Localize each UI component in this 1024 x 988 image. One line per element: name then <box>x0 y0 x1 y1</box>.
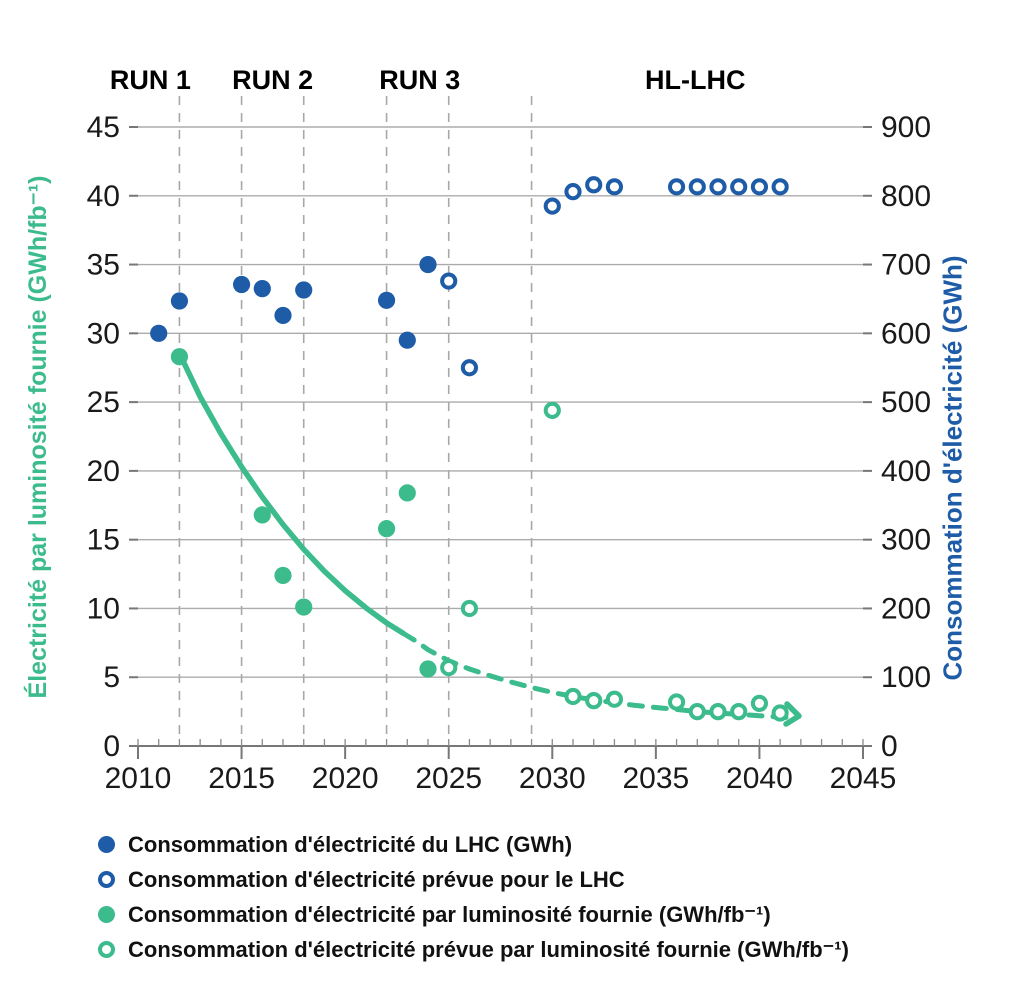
y-right-tick-label: 300 <box>881 524 931 557</box>
data-point-lhc-actual <box>398 331 416 349</box>
data-point-lhc-actual <box>295 281 313 299</box>
legend-label: Consommation d'électricité prévue par lu… <box>128 936 849 962</box>
data-point-ratio-actual <box>377 520 396 538</box>
data-point-ratio-predicted <box>585 692 603 710</box>
data-point-ratio-predicted <box>543 401 561 419</box>
data-point-lhc-predicted <box>688 178 706 196</box>
legend-filled-circle-icon <box>98 906 115 923</box>
data-point-ratio-predicted <box>440 658 458 677</box>
data-point-ratio-predicted <box>688 703 706 721</box>
legend-label: Consommation d'électricité prévue pour l… <box>128 866 625 892</box>
y-right-tick-label: 600 <box>881 317 931 350</box>
data-point-lhc-actual <box>419 255 437 274</box>
legend-item-ratio-predicted: Consommation d'électricité prévue par lu… <box>98 932 849 967</box>
legend-item-lhc-actual: Consommation d'électricité du LHC (GWh) <box>98 827 849 862</box>
y-right-tick-label: 500 <box>881 386 931 419</box>
series-ratio-actual <box>170 348 437 678</box>
period-label: RUN 2 <box>232 65 313 95</box>
right-axis-title: Consommation d'électricité (GWh) <box>937 255 968 681</box>
x-tick-label: 2020 <box>312 762 379 795</box>
chart-legend: Consommation d'électricité du LHC (GWh) C… <box>98 827 849 967</box>
y-left-tick-label: 5 <box>103 661 120 694</box>
y-right-tick-label: 0 <box>881 730 898 763</box>
period-label: RUN 3 <box>379 65 460 95</box>
data-point-lhc-predicted <box>750 178 769 196</box>
legend-label: Consommation d'électricité du LHC (GWh) <box>128 831 573 857</box>
y-right-tick-label: 700 <box>881 249 931 282</box>
data-point-ratio-actual <box>398 484 416 502</box>
data-point-lhc-actual <box>150 324 168 342</box>
x-tick-label: 2045 <box>830 762 897 795</box>
data-point-ratio-actual <box>170 348 189 366</box>
y-left-tick-label: 10 <box>87 592 120 625</box>
gridlines <box>129 126 872 747</box>
y-right-tick-label: 800 <box>881 180 931 213</box>
data-point-lhc-predicted <box>667 178 686 196</box>
data-point-lhc-actual <box>170 292 189 310</box>
data-point-lhc-predicted <box>771 178 789 196</box>
data-point-lhc-actual <box>274 306 292 325</box>
data-point-lhc-predicted <box>730 178 748 196</box>
x-tick-label: 2035 <box>622 762 689 795</box>
data-point-ratio-predicted <box>460 599 479 618</box>
data-point-ratio-predicted <box>730 703 748 721</box>
y-left-tick-label: 40 <box>87 180 120 213</box>
x-tick-label: 2015 <box>208 762 275 795</box>
data-point-ratio-predicted <box>564 687 582 706</box>
data-point-ratio-predicted <box>605 690 624 708</box>
legend-item-lhc-predicted: Consommation d'électricité prévue pour l… <box>98 862 849 897</box>
y-left-tick-label: 45 <box>87 111 120 144</box>
data-point-lhc-predicted <box>460 359 479 377</box>
legend-label: Consommation d'électricité par luminosit… <box>128 901 771 927</box>
x-axis <box>137 739 864 759</box>
series-ratio-predicted <box>440 401 789 722</box>
x-tick-label: 2040 <box>726 762 793 795</box>
data-point-lhc-predicted <box>605 178 624 196</box>
data-point-lhc-predicted <box>543 197 561 215</box>
x-tick-label: 2025 <box>415 762 482 795</box>
trend-arrow-icon <box>783 701 802 727</box>
y-left-tick-label: 30 <box>87 317 120 350</box>
legend-item-ratio-actual: Consommation d'électricité par luminosit… <box>98 897 849 932</box>
data-point-lhc-actual <box>253 280 271 298</box>
trend-curve-solid <box>176 351 406 636</box>
data-point-lhc-predicted <box>564 183 582 201</box>
legend-open-circle-icon <box>98 871 115 888</box>
period-label: RUN 1 <box>110 65 191 95</box>
legend-filled-circle-icon <box>98 836 115 853</box>
data-point-lhc-predicted <box>709 178 727 196</box>
data-point-ratio-actual <box>253 506 271 524</box>
data-point-ratio-predicted <box>750 694 769 712</box>
y-left-tick-label: 20 <box>87 455 120 488</box>
x-tick-label: 2030 <box>519 762 586 795</box>
data-point-ratio-actual <box>295 598 313 616</box>
series-lhc-predicted <box>440 176 789 377</box>
y-left-tick-label: 25 <box>87 386 120 419</box>
y-right-tick-label: 100 <box>881 661 931 694</box>
y-right-tick-label: 200 <box>881 592 931 625</box>
x-tick-label: 2010 <box>105 762 172 795</box>
data-point-lhc-actual <box>377 291 396 309</box>
era-divider-lines <box>178 96 533 741</box>
y-left-tick-label: 0 <box>103 730 120 763</box>
data-point-ratio-predicted <box>667 693 686 711</box>
data-point-ratio-predicted <box>709 703 727 721</box>
data-point-ratio-actual <box>274 566 292 585</box>
data-point-lhc-predicted <box>440 272 458 290</box>
y-left-tick-label: 15 <box>87 524 120 557</box>
left-axis-title: Électricité par luminosité fournie (GWh/… <box>24 175 52 699</box>
series-lhc-actual <box>150 255 437 349</box>
data-point-lhc-actual <box>232 275 251 294</box>
data-point-lhc-predicted <box>585 176 603 194</box>
legend-open-circle-icon <box>98 941 115 958</box>
period-label: HL-LHC <box>645 65 745 95</box>
y-right-tick-label: 400 <box>881 455 931 488</box>
data-point-ratio-actual <box>419 660 437 678</box>
y-left-tick-label: 35 <box>87 249 120 282</box>
data-point-ratio-predicted <box>771 704 789 722</box>
y-right-tick-label: 900 <box>881 111 931 144</box>
